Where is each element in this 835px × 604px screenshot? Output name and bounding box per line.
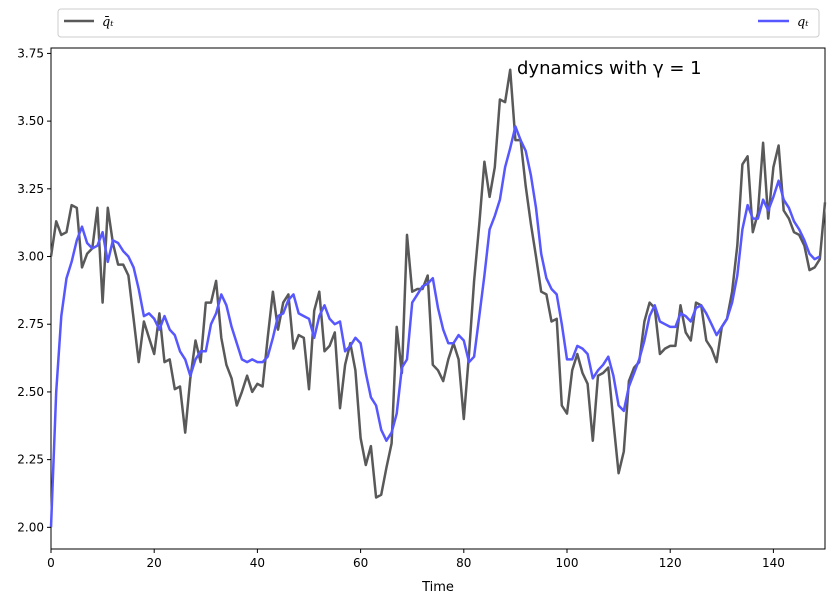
y-tick-label: 2.75 xyxy=(17,317,44,331)
x-tick-label: 100 xyxy=(556,556,579,570)
legend-frame xyxy=(57,8,820,38)
y-tick-label: 2.00 xyxy=(17,520,44,534)
series-line-0 xyxy=(49,68,827,499)
x-tick-label: 120 xyxy=(659,556,682,570)
legend: q̄ₜ qₜ xyxy=(57,8,820,38)
y-tick-label: 3.00 xyxy=(17,250,44,264)
x-tick-label: 60 xyxy=(353,556,368,570)
legend-label-series-1: qₜ xyxy=(797,15,809,30)
series-line-1 xyxy=(49,125,821,528)
y-tick-label: 3.75 xyxy=(17,46,44,60)
x-axis-label: Time xyxy=(421,580,454,595)
x-tick-label: 140 xyxy=(762,556,785,570)
annotation: dynamics with γ = 1 xyxy=(517,58,702,79)
legend-label-series-0: q̄ₜ xyxy=(102,15,114,30)
y-tick-label: 2.50 xyxy=(17,385,44,399)
x-tick-label: 20 xyxy=(147,556,162,570)
plot-frame xyxy=(50,47,826,550)
x-tick-label: 0 xyxy=(47,556,55,570)
y-tick-label: 2.25 xyxy=(17,453,44,467)
axis-ticks: 0 20 40 60 80 100 120 140 2.00 2.25 2.50 2.75 3.00 3.… xyxy=(17,46,785,570)
series-layer xyxy=(49,68,827,528)
y-tick-label: 3.25 xyxy=(17,182,44,196)
y-tick-label: 3.50 xyxy=(17,114,44,128)
x-tick-label: 40 xyxy=(250,556,265,570)
x-tick-label: 80 xyxy=(456,556,471,570)
